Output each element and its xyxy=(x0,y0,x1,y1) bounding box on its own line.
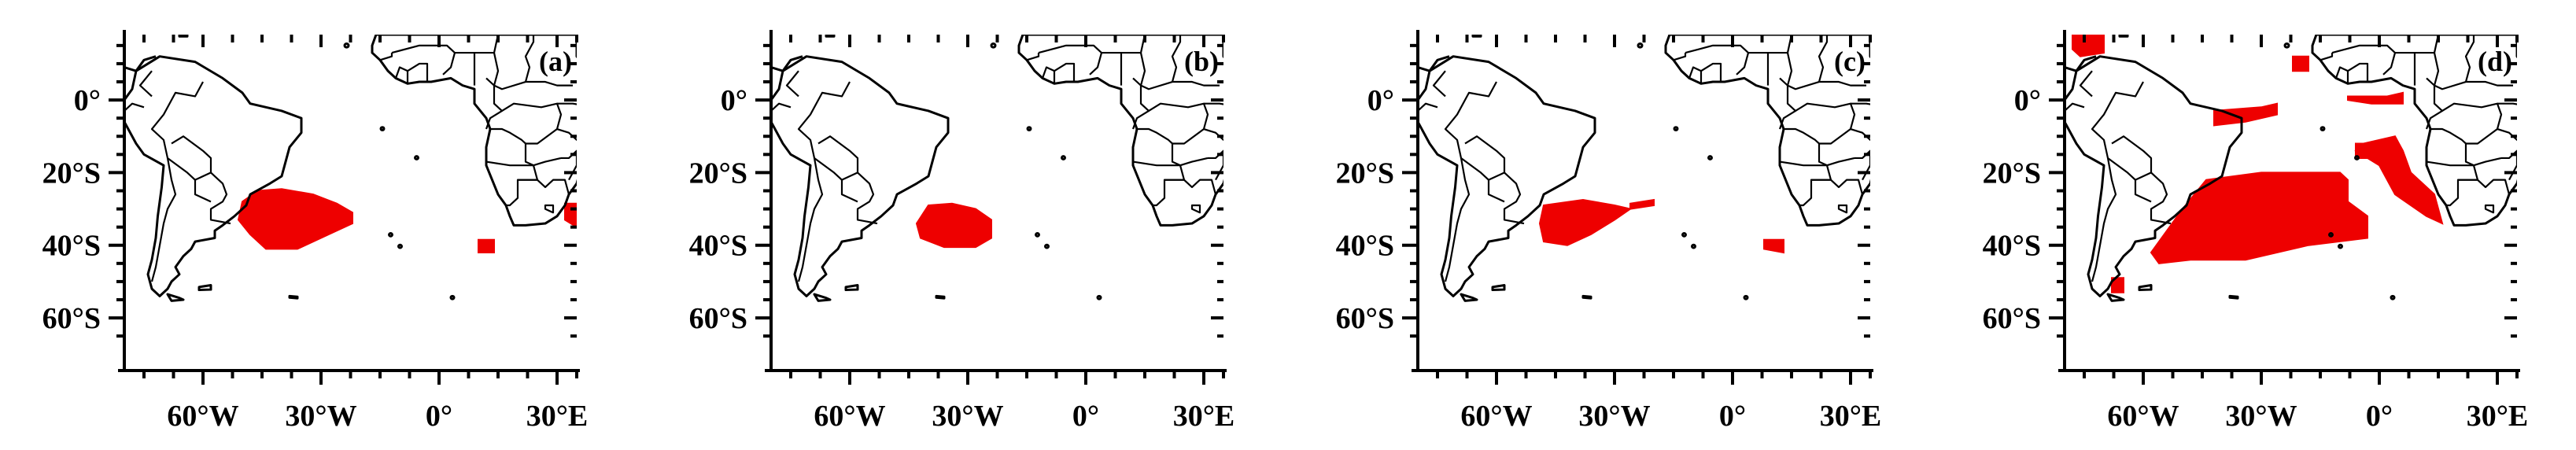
lat-tick-label: 0° xyxy=(1367,84,1394,117)
lon-tick-label: 30°W xyxy=(285,400,356,433)
panel-label: (c) xyxy=(1834,46,1866,77)
shaded-region-angola-offshore-patch xyxy=(2355,142,2372,159)
map-panel-d: 60°W 30°W 0° 30°E 0° 20°S 40°S 60°S (d) xyxy=(1983,30,2568,433)
shaded-region-south-atlantic-patch xyxy=(1538,198,1633,246)
lat-tick-label: 60°S xyxy=(1983,302,2041,335)
lon-tick-label: 60°W xyxy=(2107,400,2179,433)
lon-tick-label: 30°W xyxy=(1578,400,1650,433)
lat-tick-label: 0° xyxy=(2014,84,2041,117)
lon-tick-label: 30°E xyxy=(1173,400,1235,433)
panel-label: (b) xyxy=(1184,46,1219,77)
lat-tick-label: 60°S xyxy=(689,302,747,335)
shaded-region-nw-corner-patch xyxy=(2072,35,2105,57)
lon-tick-label: 60°W xyxy=(1460,400,1532,433)
lon-tick-label: 0° xyxy=(1072,400,1099,433)
lon-tick-label: 30°E xyxy=(2467,400,2529,433)
lat-tick-label: 0° xyxy=(721,84,747,117)
lat-tick-label: 40°S xyxy=(1983,230,2041,263)
lon-tick-label: 30°W xyxy=(932,400,1003,433)
lat-tick-label: 40°S xyxy=(689,230,747,263)
lon-tick-label: 30°E xyxy=(1820,400,1882,433)
shaded-region-south-of-africa-patch xyxy=(478,238,495,253)
lon-tick-label: 0° xyxy=(1719,400,1746,433)
panel-label: (a) xyxy=(539,46,572,77)
shaded-region-south-atlantic-large-patch xyxy=(2150,172,2368,264)
shaded-region-tail-patch xyxy=(1629,198,1655,210)
lon-tick-label: 30°W xyxy=(2225,400,2297,433)
map-content xyxy=(767,35,1275,301)
shaded-region-gulf-of-guinea-patch xyxy=(2347,91,2404,105)
lat-tick-label: 20°S xyxy=(1336,157,1394,190)
lat-tick-label: 20°S xyxy=(689,157,747,190)
map-content xyxy=(1414,35,1921,301)
map-panel-c: 60°W 30°W 0° 30°E 0° 20°S 40°S 60°S (c) xyxy=(1336,30,1921,433)
shaded-region-brazil-offshore-patch xyxy=(2213,102,2278,127)
lat-tick-label: 60°S xyxy=(42,302,101,335)
map-panel-b: 60°W 30°W 0° 30°E 0° 20°S 40°S 60°S (b) xyxy=(689,30,1275,433)
lon-tick-label: 60°W xyxy=(167,400,238,433)
shaded-region-east-edge-patch xyxy=(564,202,577,228)
shaded-region-south-of-africa-patch xyxy=(1763,238,1784,254)
shaded-region-south-atlantic-patch xyxy=(237,188,353,250)
shaded-region-south-atlantic-patch xyxy=(915,202,992,249)
lon-tick-label: 0° xyxy=(426,400,452,433)
map-panel-a: 60°W 30°W 0° 30°E 0° 20°S 40°S 60°S (a) xyxy=(42,30,589,433)
map-content xyxy=(120,35,577,301)
lat-tick-label: 0° xyxy=(74,84,101,117)
lon-tick-label: 0° xyxy=(2366,400,2393,433)
lon-tick-label: 30°E xyxy=(526,400,589,433)
map-content xyxy=(2061,35,2568,301)
shaded-region-angola-benguela-patch xyxy=(2354,135,2444,225)
shaded-region-north-equatorial-patch xyxy=(2292,55,2309,72)
lat-tick-label: 40°S xyxy=(42,230,101,263)
lat-tick-label: 60°S xyxy=(1336,302,1394,335)
lat-tick-label: 40°S xyxy=(1336,230,1394,263)
panel-label: (d) xyxy=(2478,46,2512,77)
lat-tick-label: 20°S xyxy=(1983,157,2041,190)
lat-tick-label: 20°S xyxy=(42,157,101,190)
shaded-region-patagonian-coast-patch xyxy=(2111,277,2124,293)
lon-tick-label: 60°W xyxy=(814,400,885,433)
